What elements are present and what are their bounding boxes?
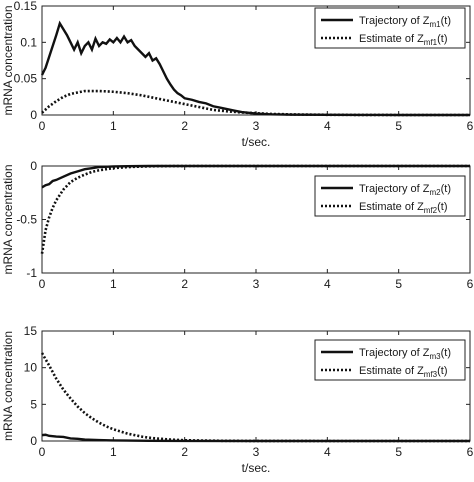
series-line-2 <box>40 164 470 254</box>
x-axis-title: t/sec. <box>242 461 271 475</box>
y-tick-label: 0 <box>30 108 37 122</box>
x-tick-label: 5 <box>395 277 402 291</box>
x-tick-label: 5 <box>395 119 402 133</box>
legend-box <box>314 7 466 49</box>
legend-label: Trajectory of Zm2(t) <box>359 183 451 197</box>
panel-3: 0 1 2 3 4 5 6 0 5 10 15 mRNA concentration t/sec. Tra… <box>1 324 474 475</box>
x-tick-label: 3 <box>253 445 260 459</box>
y-tick-label: -1 <box>26 266 37 280</box>
y-axis-title: mRNA concentration <box>1 5 15 115</box>
x-tick-label: 3 <box>253 119 260 133</box>
y-tick-label: 0.1 <box>20 35 37 49</box>
x-tick-label: 4 <box>324 119 331 133</box>
legend-label: Estimate of Zmf2(t) <box>359 201 448 215</box>
y-tick-label: 0 <box>30 434 37 448</box>
x-axis-title: t/sec. <box>242 135 271 149</box>
panel-2: 0 1 2 3 4 5 6 -1 -0.5 0 mRNA concentration Trajecto… <box>1 159 474 291</box>
x-tick-label: 4 <box>324 445 331 459</box>
x-tick-label: 1 <box>110 119 117 133</box>
y-axis-title: mRNA concentration <box>1 164 15 274</box>
series-line-1 <box>40 20 470 117</box>
x-tick-label: 2 <box>181 277 188 291</box>
y-tick-label: 15 <box>24 324 38 338</box>
x-tick-label: 5 <box>395 445 402 459</box>
y-tick-label: -0.5 <box>16 213 37 227</box>
x-tick-label: 0 <box>39 445 46 459</box>
y-tick-label: 0.05 <box>14 72 38 86</box>
x-tick-label: 1 <box>110 277 117 291</box>
y-tick-label: 5 <box>30 397 37 411</box>
series-line-2 <box>40 352 470 443</box>
series-line-1 <box>41 164 470 189</box>
legend-box <box>314 339 466 381</box>
legend-label: Estimate of Zmf1(t) <box>359 33 448 47</box>
x-tick-label: 6 <box>467 277 474 291</box>
x-tick-label: 1 <box>110 445 117 459</box>
x-tick-label: 3 <box>253 277 260 291</box>
x-tick-label: 2 <box>181 119 188 133</box>
y-tick-label: 0 <box>30 159 37 173</box>
legend-label: Estimate of Zmf3(t) <box>359 365 448 379</box>
y-tick-label: 10 <box>24 361 38 375</box>
x-tick-label: 0 <box>39 119 46 133</box>
legend-label: Trajectory of Zm1(t) <box>359 15 451 29</box>
legend-label: Trajectory of Zm3(t) <box>359 347 451 361</box>
x-tick-label: 6 <box>467 445 474 459</box>
x-tick-label: 2 <box>181 445 188 459</box>
legend-box <box>314 175 466 217</box>
x-tick-label: 0 <box>39 277 46 291</box>
x-tick-label: 4 <box>324 277 331 291</box>
y-axis-title: mRNA concentration <box>1 331 15 441</box>
series-line-1 <box>41 433 470 443</box>
y-tick-label: 0.15 <box>14 0 38 13</box>
x-tick-label: 6 <box>467 119 474 133</box>
